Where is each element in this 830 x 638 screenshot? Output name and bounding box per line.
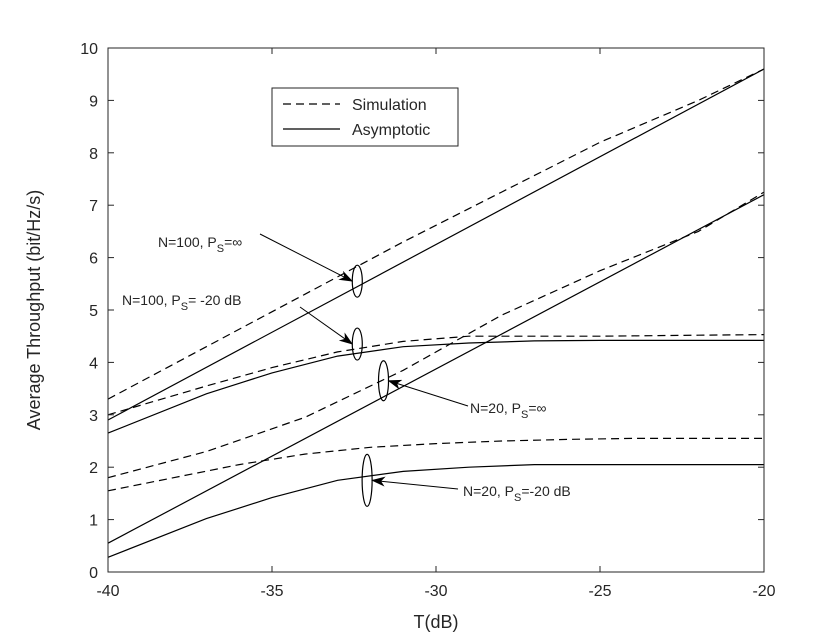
- y-tick-label: 5: [89, 303, 98, 320]
- x-tick-label: -30: [424, 583, 447, 600]
- legend: Simulation Asymptotic: [271, 87, 459, 147]
- annotation-layer: N=100, PS=∞ N=100, PS= -20 dB N=20, PS=∞ N=…: [122, 233, 571, 507]
- x-tick-label: -40: [96, 583, 119, 600]
- y-tick-label: 4: [89, 355, 98, 372]
- x-axis-label: T(dB): [414, 612, 459, 632]
- series-line-asymptotic-1: [107, 68, 765, 421]
- series-line-simulation-0: [107, 68, 765, 400]
- y-axis-label: Average Throughput (bit/Hz/s): [24, 190, 44, 430]
- series-line-asymptotic-3: [107, 339, 764, 434]
- legend-simulation-label: Simulation: [352, 97, 427, 114]
- legend-box: [271, 87, 459, 147]
- annotation-arrow: [371, 476, 459, 490]
- y-tick-label: 7: [89, 198, 98, 215]
- series-layer: [107, 68, 765, 558]
- series-line-simulation-2: [107, 334, 765, 416]
- annotation-label: N=20, PS=∞: [470, 400, 547, 421]
- x-tick-label: -25: [588, 583, 611, 600]
- annotation-arrow: [387, 379, 469, 407]
- annotation-label: N=100, PS=∞: [158, 234, 242, 255]
- annotation-arrow: [259, 233, 354, 282]
- series-line-asymptotic-5: [107, 194, 765, 544]
- x-tick-label: -20: [752, 583, 775, 600]
- axis-layer: -40 -35 -30 -25 -20 0 1 2 3 4 5 6 7 8 9 10: [80, 41, 775, 600]
- series-line-asymptotic-7: [107, 464, 764, 558]
- legend-asymptotic-label: Asymptotic: [352, 122, 430, 139]
- annotation-label: N=20, PS=-20 dB: [463, 483, 571, 504]
- y-tick-label: 2: [89, 460, 98, 477]
- annotation-label: N=100, PS= -20 dB: [122, 292, 241, 313]
- y-tick-label: 1: [89, 513, 98, 530]
- x-tick-label: -35: [260, 583, 283, 600]
- series-line-simulation-6: [107, 437, 764, 492]
- y-tick-label: 10: [80, 41, 98, 58]
- y-tick-label: 3: [89, 408, 98, 425]
- plot-frame: [107, 47, 765, 573]
- annotation-arrow: [299, 306, 354, 345]
- y-tick-label: 0: [89, 565, 98, 582]
- y-tick-label: 9: [89, 93, 98, 110]
- y-tick-label: 8: [89, 146, 98, 163]
- y-tick-label: 6: [89, 251, 98, 268]
